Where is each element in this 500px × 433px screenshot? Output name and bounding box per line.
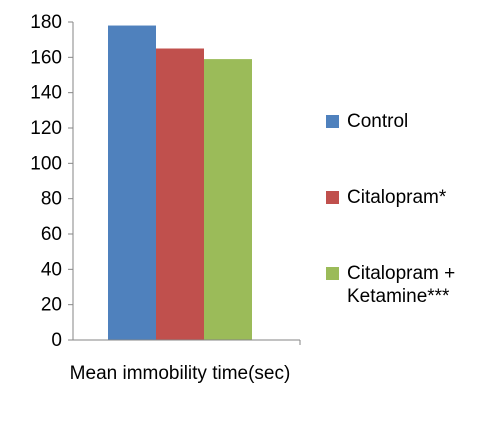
bars <box>108 25 252 341</box>
y-tick-label: 80 <box>41 189 62 210</box>
legend-label-citalopram: Citalopram* <box>347 187 447 208</box>
y-tick-label: 40 <box>41 259 62 280</box>
legend-item-control: Control <box>326 110 408 133</box>
legend-label-control: Control <box>347 111 409 132</box>
y-tick-label: 180 <box>30 12 62 33</box>
bar-control <box>108 25 156 341</box>
legend-item-citalopram: Citalopram* <box>326 186 446 209</box>
legend-swatch-citalopram-ketamine <box>326 267 339 280</box>
y-tick-label: 120 <box>30 118 62 139</box>
legend-item-citalopram-ketamine: Citalopram + Ketamine*** <box>326 262 455 308</box>
y-tick-label: 100 <box>30 153 62 174</box>
y-tick-label: 0 <box>51 330 62 351</box>
y-axis-ticks: 0 20 40 60 80 100 120 140 160 180 <box>30 12 301 351</box>
legend: Control Citalopram* Citalopram + Ketamin… <box>326 0 496 428</box>
legend-swatch-citalopram <box>326 191 339 204</box>
y-tick-label: 20 <box>41 295 62 316</box>
bar-citalopram <box>156 48 204 340</box>
y-tick-label: 60 <box>41 224 62 245</box>
legend-label-citalopram-ketamine: Citalopram + Ketamine*** <box>347 263 456 307</box>
bar-citalopram-ketamine <box>204 59 252 340</box>
y-tick-label: 160 <box>30 47 62 68</box>
legend-swatch-control <box>326 115 339 128</box>
x-category-label: Mean immobility time(sec) <box>69 363 291 384</box>
y-tick-label: 140 <box>30 83 62 104</box>
